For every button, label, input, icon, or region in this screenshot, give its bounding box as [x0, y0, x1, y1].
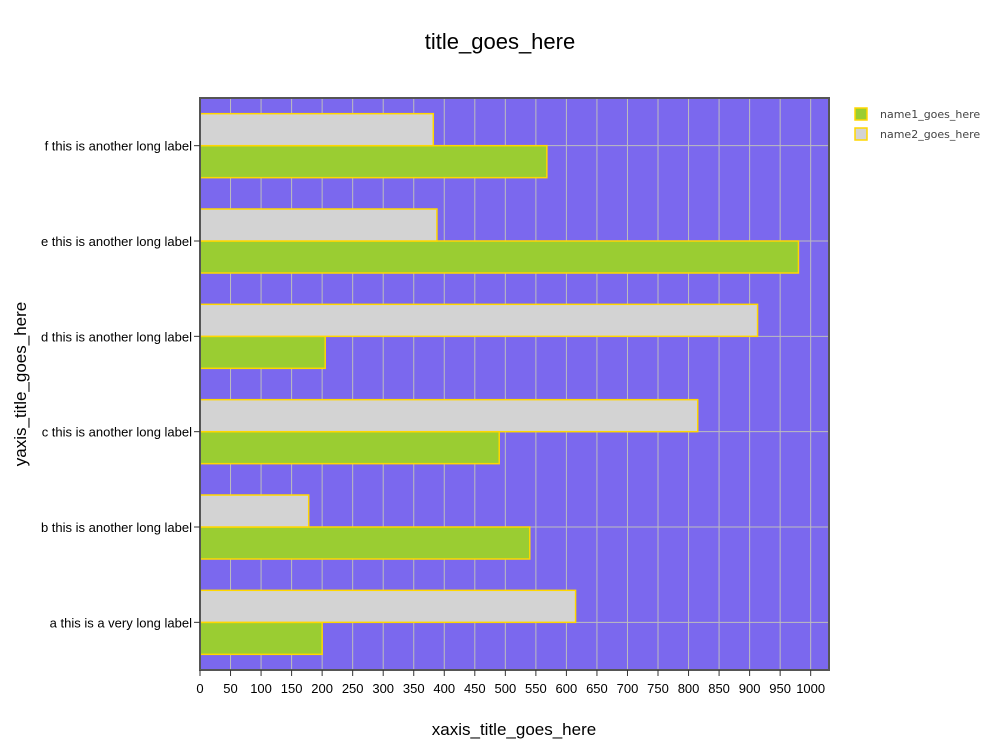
legend-swatch [854, 107, 868, 121]
y-axis-ticks: a this is a very long label b this is ano… [41, 139, 200, 630]
y-tick-label: a this is a very long label [50, 615, 192, 630]
y-tick-label: f this is another long label [45, 139, 193, 154]
plot-area [200, 98, 829, 670]
legend-label: name1_goes_here [880, 108, 980, 121]
x-tick-label: 850 [708, 681, 730, 696]
plot-frame [199, 97, 830, 671]
legend-swatch [854, 127, 868, 141]
x-tick-label: 550 [525, 681, 547, 696]
x-tick-label: 450 [464, 681, 486, 696]
y-tick-label: b this is another long label [41, 520, 192, 535]
y-axis-title: yaxis_title_goes_here [11, 302, 30, 466]
x-tick-label: 350 [403, 681, 425, 696]
legend: name1_goes_here name2_goes_here [854, 107, 980, 141]
x-axis-ticks: 0 50 100 150 200 250 300 350 400 450 500 550 600 650 7… [196, 670, 825, 696]
y-tick-label: d this is another long label [41, 329, 192, 344]
x-tick-label: 1000 [796, 681, 825, 696]
bars [199, 112, 800, 656]
x-tick-label: 0 [196, 681, 203, 696]
x-tick-label: 300 [372, 681, 394, 696]
x-tick-label: 500 [494, 681, 516, 696]
x-tick-label: 150 [281, 681, 303, 696]
legend-label: name2_goes_here [880, 128, 980, 141]
x-tick-label: 950 [769, 681, 791, 696]
chart-title: title_goes_here [425, 29, 575, 54]
x-tick-label: 100 [250, 681, 272, 696]
x-tick-label: 750 [647, 681, 669, 696]
bar-2-5 [199, 208, 438, 242]
x-tick-label: 200 [311, 681, 333, 696]
bar-1-3 [199, 430, 500, 465]
x-axis-title: xaxis_title_goes_here [432, 720, 596, 739]
y-tick-label: e this is another long label [41, 234, 192, 249]
x-tick-label: 400 [433, 681, 455, 696]
bar-1-4 [199, 335, 326, 370]
x-tick-label: 800 [678, 681, 700, 696]
bar-2-6 [199, 112, 435, 147]
bar-1-2 [199, 526, 531, 560]
bar-2-3 [199, 398, 699, 433]
bar-1-5 [199, 240, 800, 274]
x-tick-label: 900 [739, 681, 761, 696]
bar-2-4 [199, 303, 759, 338]
x-tick-label: 650 [586, 681, 608, 696]
x-tick-label: 250 [342, 681, 364, 696]
bar-1-1 [199, 621, 323, 656]
bar-1-6 [199, 144, 548, 179]
bar-2-1 [199, 589, 577, 624]
x-tick-label: 50 [223, 681, 237, 696]
y-tick-label: c this is another long label [42, 425, 192, 440]
x-tick-label: 700 [617, 681, 639, 696]
x-tick-label: 600 [556, 681, 578, 696]
bar-2-2 [199, 494, 310, 528]
